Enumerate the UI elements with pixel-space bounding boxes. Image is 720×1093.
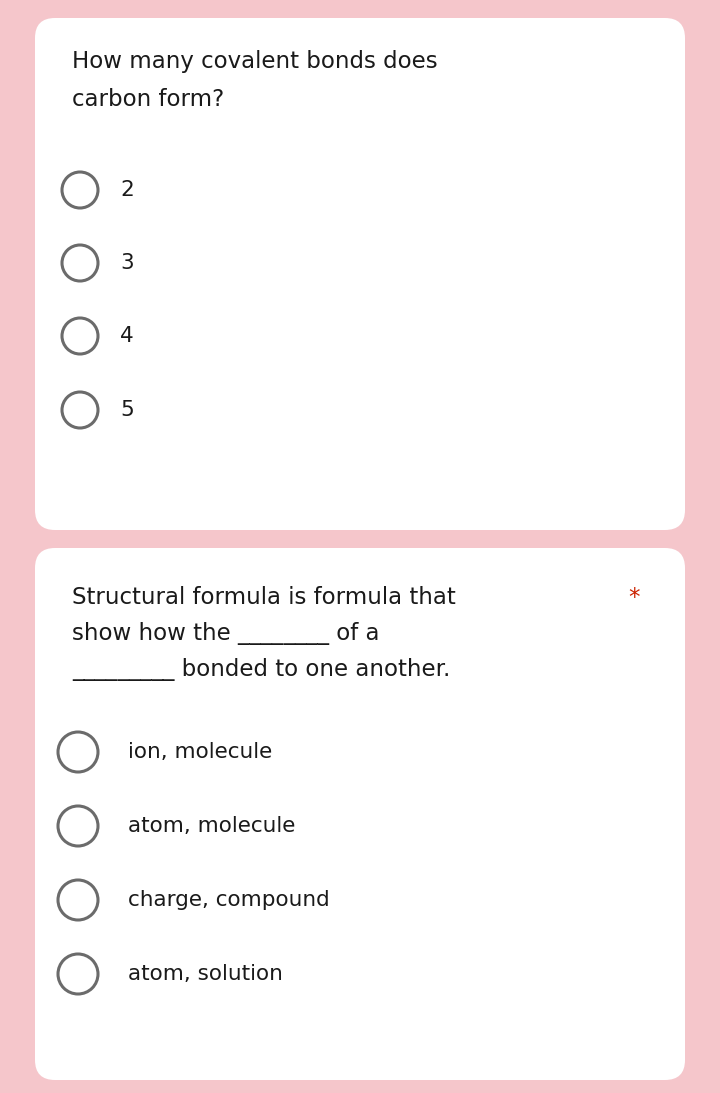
Text: *: * xyxy=(628,586,639,609)
Text: atom, solution: atom, solution xyxy=(128,964,283,984)
Text: 3: 3 xyxy=(120,252,134,273)
Text: show how the ________ of a: show how the ________ of a xyxy=(72,622,379,645)
Text: How many covalent bonds does: How many covalent bonds does xyxy=(72,50,438,73)
FancyBboxPatch shape xyxy=(35,17,685,530)
Text: ion, molecule: ion, molecule xyxy=(128,742,272,762)
FancyBboxPatch shape xyxy=(35,548,685,1080)
Text: 2: 2 xyxy=(120,180,134,200)
Text: charge, compound: charge, compound xyxy=(128,890,330,910)
Text: atom, molecule: atom, molecule xyxy=(128,816,295,836)
Text: _________ bonded to one another.: _________ bonded to one another. xyxy=(72,658,451,681)
Text: 4: 4 xyxy=(120,326,134,346)
Text: 5: 5 xyxy=(120,400,134,420)
Text: Structural formula is formula that: Structural formula is formula that xyxy=(72,586,456,609)
Text: carbon form?: carbon form? xyxy=(72,89,224,111)
